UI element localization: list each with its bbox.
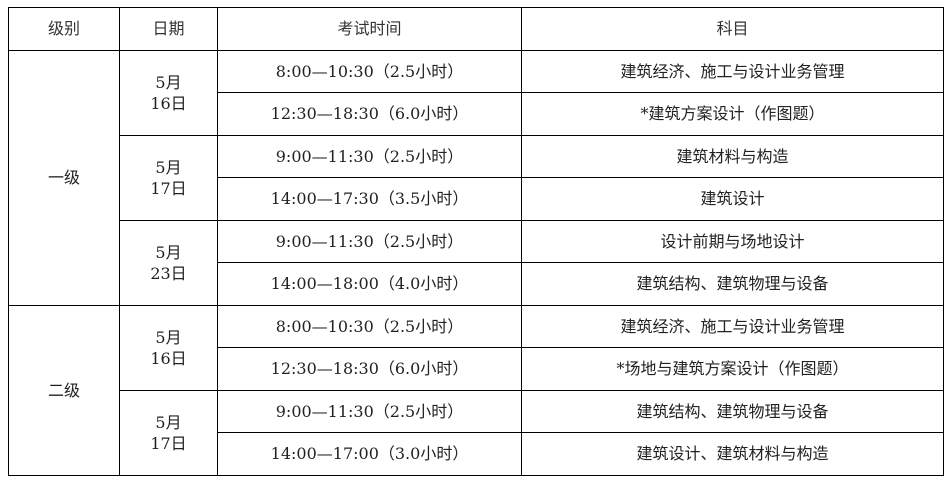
date-cell: 5月 17日 (119, 134, 218, 221)
time-cell: 14:00—18:00（4.0小时） (217, 262, 522, 306)
table-row: 一级 5月 16日 8:00—10:30（2.5小时） 建筑经济、施工与设计业务管理 (8, 49, 944, 306)
date-cell: 5月 16日 (119, 49, 218, 136)
level-cell: 一级 (8, 49, 120, 306)
subject-cell: 建筑经济、施工与设计业务管理 (521, 49, 944, 93)
time-cell: 12:30—18:30（6.0小时） (217, 92, 522, 136)
table-row: 14:00—17:30（3.5小时） 建筑设计 (9, 177, 944, 221)
header-time: 考试时间 (217, 7, 522, 51)
time-cell: 9:00—11:30（2.5小时） (217, 134, 522, 178)
table-row: 14:00—17:00（3.0小时） 建筑设计、建筑材料与构造 (9, 432, 944, 476)
table-row: 5月 17日 9:00—11:30（2.5小时） 建筑材料与构造 (9, 134, 944, 221)
header-date: 日期 (119, 7, 218, 51)
subject-cell: 设计前期与场地设计 (521, 219, 944, 263)
table-row: 12:30—18:30（6.0小时） *场地与建筑方案设计（作图题） (9, 347, 944, 391)
exam-schedule-table: 级别 日期 考试时间 科目 一级 5月 16日 8:00—10:30（2.5小时） 建筑… (8, 7, 944, 476)
date-day: 16日 (150, 348, 187, 368)
date-cell: 5月 16日 (119, 304, 218, 391)
table-row: 12:30—18:30（6.0小时） *建筑方案设计（作图题） (9, 92, 944, 136)
date-month: 5月 (155, 242, 182, 262)
date-day: 17日 (150, 178, 187, 198)
subject-cell: 建筑设计 (521, 177, 944, 221)
header-row: 级别 日期 考试时间 科目 (8, 7, 944, 51)
date-day: 23日 (150, 263, 187, 283)
table-row: 14:00—18:00（4.0小时） 建筑结构、建筑物理与设备 (9, 262, 944, 306)
subject-cell: 建筑经济、施工与设计业务管理 (521, 304, 944, 348)
header-level: 级别 (8, 7, 120, 51)
subject-cell: *建筑方案设计（作图题） (521, 92, 944, 136)
date-month: 5月 (155, 72, 182, 92)
time-cell: 9:00—11:30（2.5小时） (217, 389, 522, 433)
table-row: 5月 17日 9:00—11:30（2.5小时） 建筑结构、建筑物理与设备 (9, 389, 944, 476)
time-cell: 12:30—18:30（6.0小时） (217, 347, 522, 391)
date-month: 5月 (155, 157, 182, 177)
date-cell: 5月 23日 (119, 219, 218, 306)
subject-cell: 建筑结构、建筑物理与设备 (521, 389, 944, 433)
table-row: 二级 5月 16日 8:00—10:30（2.5小时） 建筑经济、施工与设计业务管理 (8, 304, 944, 476)
date-day: 16日 (150, 93, 187, 113)
time-cell: 8:00—10:30（2.5小时） (217, 49, 522, 93)
subject-cell: 建筑结构、建筑物理与设备 (521, 262, 944, 306)
date-cell: 5月 17日 (119, 389, 218, 476)
time-cell: 8:00—10:30（2.5小时） (217, 304, 522, 348)
subject-cell: *场地与建筑方案设计（作图题） (521, 347, 944, 391)
time-cell: 14:00—17:30（3.5小时） (217, 177, 522, 221)
table-row: 5月 23日 9:00—11:30（2.5小时） 设计前期与场地设计 (9, 219, 944, 306)
level-cell: 二级 (8, 304, 120, 476)
subject-cell: 建筑设计、建筑材料与构造 (521, 432, 944, 476)
date-month: 5月 (155, 412, 182, 432)
time-cell: 9:00—11:30（2.5小时） (217, 219, 522, 263)
date-day: 17日 (150, 433, 187, 453)
header-subject: 科目 (521, 7, 944, 51)
date-month: 5月 (155, 327, 182, 347)
subject-cell: 建筑材料与构造 (521, 134, 944, 178)
time-cell: 14:00—17:00（3.0小时） (217, 432, 522, 476)
